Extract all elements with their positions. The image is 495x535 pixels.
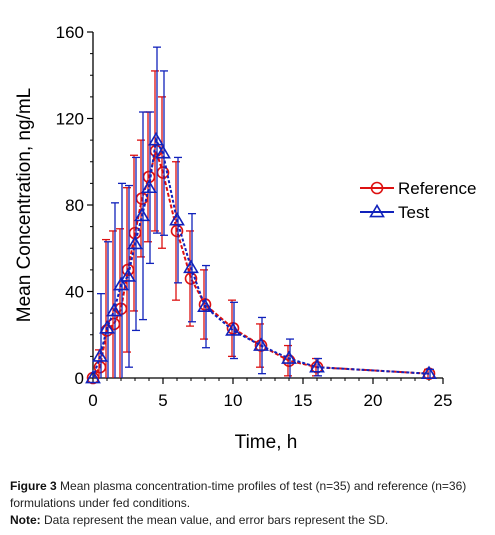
x-tick-label: 15 bbox=[294, 391, 313, 410]
x-axis-ticks: 0 5 10 15 20 25 bbox=[88, 378, 452, 410]
series-line bbox=[92, 136, 430, 379]
y-axis-label: Mean Concentration, ng/mL bbox=[14, 88, 35, 322]
y-tick-label: 0 bbox=[75, 369, 84, 388]
figure-label: Figure 3 bbox=[10, 479, 57, 493]
data-point bbox=[99, 320, 115, 334]
chart-legend: Reference Test bbox=[360, 179, 476, 222]
data-point bbox=[155, 145, 171, 159]
data-point bbox=[113, 276, 129, 291]
legend-marker bbox=[369, 203, 385, 218]
x-tick-label: 0 bbox=[88, 391, 97, 410]
y-tick-label: 40 bbox=[65, 283, 84, 302]
data-point bbox=[281, 350, 297, 364]
y-tick-label: 120 bbox=[56, 110, 84, 129]
data-point bbox=[92, 348, 108, 362]
data-point bbox=[421, 365, 437, 380]
figure-text: Mean plasma concentration-time profiles … bbox=[10, 479, 467, 510]
x-tick-label: 10 bbox=[224, 391, 243, 410]
x-axis-label: Time, h bbox=[235, 432, 298, 453]
figure-caption-line: Figure 3 Mean plasma concentration-time … bbox=[10, 478, 488, 512]
legend-entry-test: Test bbox=[360, 203, 429, 222]
legend-marker bbox=[370, 181, 384, 195]
data-point bbox=[141, 179, 157, 194]
note-line: Note: Data represent the mean value, and… bbox=[10, 512, 488, 529]
legend-entry-reference: Reference bbox=[360, 179, 476, 198]
data-point bbox=[120, 268, 136, 282]
data-point bbox=[225, 322, 241, 336]
figure-caption: Figure 3 Mean plasma concentration-time … bbox=[10, 478, 488, 529]
data-point bbox=[169, 212, 185, 226]
series-reference bbox=[86, 70, 436, 385]
x-tick-label: 25 bbox=[434, 391, 453, 410]
data-point bbox=[106, 302, 122, 317]
series-test bbox=[85, 46, 437, 384]
x-tick-label: 5 bbox=[158, 391, 167, 410]
plot-area bbox=[85, 46, 437, 385]
note-label: Note: bbox=[10, 513, 41, 527]
data-point bbox=[309, 359, 325, 373]
concentration-time-chart: 0 5 10 15 20 25 0 40 80 120 160 Time, h Mean Conc… bbox=[14, 23, 476, 453]
note-text: Data represent the mean value, and error… bbox=[44, 513, 389, 527]
data-point bbox=[197, 298, 213, 312]
data-point bbox=[253, 337, 269, 351]
y-axis-ticks: 0 40 80 120 160 bbox=[56, 23, 93, 388]
y-tick-label: 160 bbox=[56, 23, 84, 42]
data-point bbox=[134, 207, 150, 222]
x-tick-label: 20 bbox=[364, 391, 383, 410]
data-point bbox=[183, 259, 199, 274]
data-point bbox=[127, 235, 143, 250]
legend-label: Test bbox=[398, 203, 429, 222]
y-tick-label: 80 bbox=[65, 196, 84, 215]
data-point bbox=[148, 132, 164, 146]
data-point bbox=[85, 369, 101, 384]
legend-label: Reference bbox=[398, 179, 476, 198]
